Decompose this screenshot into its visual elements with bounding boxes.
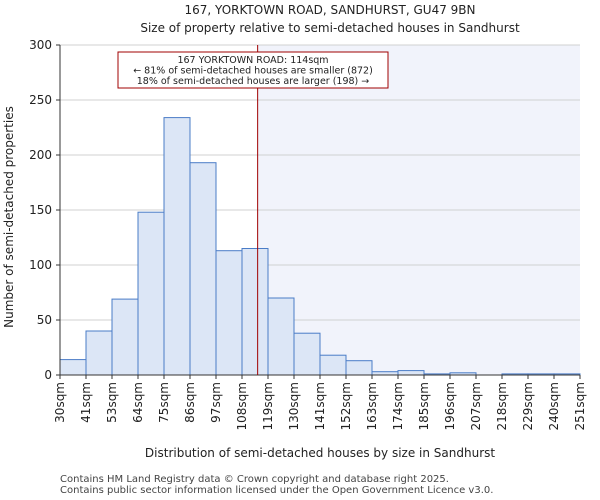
bar-86sqm	[189, 162, 217, 376]
x-tick-label-1: 41sqm	[79, 382, 93, 423]
y-tick-label-1: 50	[37, 313, 52, 327]
bar-97sqm	[215, 250, 243, 376]
y-tick-label-0: 0	[44, 368, 52, 382]
bar-64sqm	[137, 211, 165, 376]
bar-53sqm	[111, 298, 139, 376]
bar-130sqm	[293, 332, 321, 376]
x-tick-label-7: 108sqm	[235, 382, 249, 430]
y-tick-label-4: 200	[29, 148, 52, 162]
y-tick-label-5: 250	[29, 93, 52, 107]
x-tick-label-17: 218sqm	[495, 382, 509, 430]
x-tick-label-0: 30sqm	[53, 382, 67, 423]
x-tick-label-5: 86sqm	[183, 382, 197, 423]
y-tick-label-2: 100	[29, 258, 52, 272]
x-tick-label-11: 152sqm	[339, 382, 353, 430]
y-axis-label: Number of semi-detached properties	[2, 106, 16, 328]
x-tick-label-2: 53sqm	[105, 382, 119, 423]
bar-174sqm	[397, 370, 425, 376]
bar-141sqm	[319, 354, 347, 376]
annotation-line2: ← 81% of semi-detached houses are smalle…	[133, 66, 373, 77]
x-tick-label-15: 196sqm	[443, 382, 457, 430]
chart-subtitle: Size of property relative to semi-detach…	[140, 21, 520, 35]
x-tick-label-16: 207sqm	[469, 382, 483, 430]
bar-152sqm	[345, 360, 373, 376]
x-tick-label-9: 130sqm	[287, 382, 301, 430]
x-tick-label-13: 174sqm	[391, 382, 405, 430]
chart-title: 167, YORKTOWN ROAD, SANDHURST, GU47 9BN	[184, 3, 475, 17]
plot-area: 0 50 100 150 200 250 300 30sqm 41sqm 53sqm 64sqm 75…	[29, 38, 587, 430]
x-tick-label-8: 119sqm	[261, 382, 275, 430]
bar-119sqm	[267, 297, 295, 376]
bar-30sqm	[59, 359, 87, 376]
x-axis-label: Distribution of semi-detached houses by …	[145, 446, 495, 460]
x-tick-label-6: 97sqm	[209, 382, 223, 423]
y-tick-label-3: 150	[29, 203, 52, 217]
annotation-line1: 167 YORKTOWN ROAD: 114sqm	[177, 55, 328, 66]
y-tick-label-6: 300	[29, 38, 52, 52]
bar-108sqm	[241, 248, 269, 376]
bar-41sqm	[85, 330, 113, 376]
x-tick-label-19: 240sqm	[547, 382, 561, 430]
footer-licence: Contains public sector information licen…	[60, 485, 494, 496]
bar-75sqm	[163, 117, 191, 376]
x-tick-label-3: 64sqm	[131, 382, 145, 423]
annotation-line3: 18% of semi-detached houses are larger (…	[137, 76, 370, 87]
x-tick-label-4: 75sqm	[157, 382, 171, 423]
x-tick-label-14: 185sqm	[417, 382, 431, 430]
annotation-box	[117, 51, 389, 89]
x-tick-label-12: 163sqm	[365, 382, 379, 430]
x-tick-label-20: 251sqm	[573, 382, 587, 430]
x-tick-label-10: 141sqm	[313, 382, 327, 430]
footer-copyright: Contains HM Land Registry data © Crown c…	[60, 474, 449, 485]
x-tick-label-18: 229sqm	[521, 382, 535, 430]
